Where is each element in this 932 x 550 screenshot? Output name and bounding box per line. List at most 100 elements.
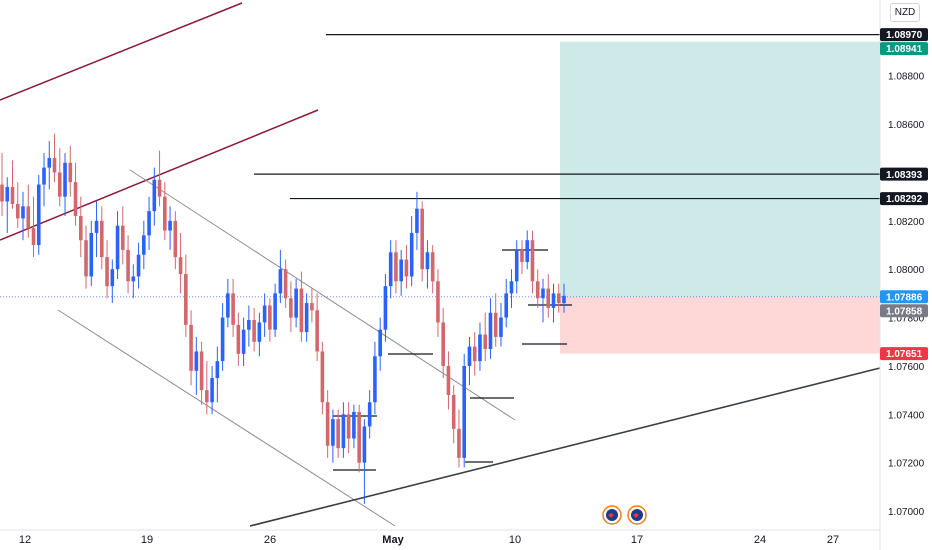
candle[interactable]: [525, 230, 530, 270]
candle[interactable]: [362, 419, 367, 504]
candle[interactable]: [383, 274, 388, 342]
candle[interactable]: [388, 240, 393, 299]
candle[interactable]: [394, 240, 398, 294]
price-axis-ticks[interactable]: 1.08800 1.08600 1.08200 1.08000 1.07800 1.076…: [888, 72, 925, 518]
candle[interactable]: [430, 245, 435, 294]
candle[interactable]: [451, 385, 456, 444]
candle[interactable]: [299, 271, 304, 342]
profit-zone[interactable]: [560, 41, 880, 297]
candle[interactable]: [556, 283, 561, 313]
currency-badge[interactable]: NZD: [890, 3, 920, 22]
candle[interactable]: [47, 141, 52, 190]
candle[interactable]: [273, 283, 277, 337]
candle[interactable]: [331, 409, 335, 463]
candle[interactable]: [457, 409, 461, 468]
channel-red-upper[interactable]: [0, 2, 243, 101]
candle[interactable]: [520, 240, 524, 275]
candle[interactable]: [373, 341, 377, 415]
candle[interactable]: [110, 259, 115, 304]
candle[interactable]: [199, 341, 204, 405]
candle[interactable]: [31, 196, 36, 258]
candle[interactable]: [215, 346, 220, 403]
candle[interactable]: [105, 240, 109, 299]
candle[interactable]: [189, 310, 193, 386]
candle[interactable]: [551, 283, 556, 323]
candle[interactable]: [68, 145, 73, 197]
channel-gray-upper[interactable]: [129, 169, 516, 421]
candle[interactable]: [262, 293, 267, 337]
candle[interactable]: [478, 322, 482, 371]
candle[interactable]: [399, 249, 403, 296]
candle[interactable]: [136, 242, 141, 289]
candle[interactable]: [325, 390, 330, 458]
candle[interactable]: [483, 312, 488, 362]
candle[interactable]: [530, 230, 535, 294]
candle[interactable]: [341, 402, 346, 458]
candle[interactable]: [73, 162, 78, 226]
candle[interactable]: [315, 293, 319, 362]
candle[interactable]: [142, 220, 146, 270]
candle[interactable]: [205, 361, 209, 415]
candle[interactable]: [115, 211, 120, 279]
candle[interactable]: [194, 336, 199, 395]
event-flag-icon[interactable]: [602, 505, 622, 525]
candle[interactable]: [84, 225, 88, 289]
candle[interactable]: [289, 281, 293, 333]
candle[interactable]: [0, 153, 4, 216]
price-tag-entry[interactable]: 1.07886: [880, 290, 928, 303]
candle[interactable]: [163, 182, 167, 241]
candle[interactable]: [436, 269, 440, 337]
candle[interactable]: [99, 206, 104, 270]
candle[interactable]: [346, 402, 351, 454]
candle[interactable]: [21, 191, 25, 241]
candle[interactable]: [509, 269, 514, 308]
candle[interactable]: [415, 191, 419, 250]
candle[interactable]: [514, 240, 519, 294]
candle[interactable]: [231, 278, 235, 337]
candle[interactable]: [541, 278, 545, 323]
loss-zone[interactable]: [560, 296, 880, 354]
candle[interactable]: [57, 148, 62, 207]
candle[interactable]: [226, 278, 230, 328]
candle[interactable]: [89, 220, 94, 287]
candle[interactable]: [562, 283, 566, 313]
candle[interactable]: [5, 177, 10, 233]
candle[interactable]: [236, 312, 241, 366]
candle[interactable]: [126, 235, 130, 294]
candle[interactable]: [310, 288, 314, 323]
candle[interactable]: [42, 153, 46, 207]
price-tag-level[interactable]: 1.08393: [880, 167, 928, 181]
candle[interactable]: [152, 167, 157, 226]
candle[interactable]: [220, 303, 225, 371]
candle[interactable]: [493, 293, 498, 347]
candle[interactable]: [241, 317, 246, 366]
candle[interactable]: [26, 184, 31, 238]
candle[interactable]: [409, 216, 414, 287]
candle[interactable]: [546, 274, 551, 318]
price-tag-stop[interactable]: 1.07651: [880, 347, 928, 360]
candle[interactable]: [15, 182, 20, 229]
price-tag-current[interactable]: 1.07858: [880, 304, 928, 317]
candle[interactable]: [278, 249, 283, 304]
support-trendline[interactable]: [249, 367, 881, 527]
price-tag-level[interactable]: 1.08292: [880, 192, 928, 205]
candle[interactable]: [504, 278, 509, 328]
candle[interactable]: [294, 278, 298, 328]
candle[interactable]: [184, 254, 188, 337]
candle[interactable]: [367, 390, 372, 439]
candle[interactable]: [472, 332, 477, 376]
candle[interactable]: [352, 404, 356, 449]
candle[interactable]: [257, 312, 262, 357]
candle[interactable]: [420, 201, 424, 282]
candle[interactable]: [425, 240, 430, 289]
candle[interactable]: [446, 351, 451, 410]
candle[interactable]: [173, 211, 178, 270]
candle[interactable]: [467, 336, 472, 386]
candle[interactable]: [499, 303, 503, 347]
candle[interactable]: [404, 245, 409, 289]
candle[interactable]: [10, 160, 15, 209]
candle[interactable]: [378, 317, 382, 371]
candle[interactable]: [441, 307, 445, 379]
price-tag-level[interactable]: 1.08970: [880, 28, 928, 41]
